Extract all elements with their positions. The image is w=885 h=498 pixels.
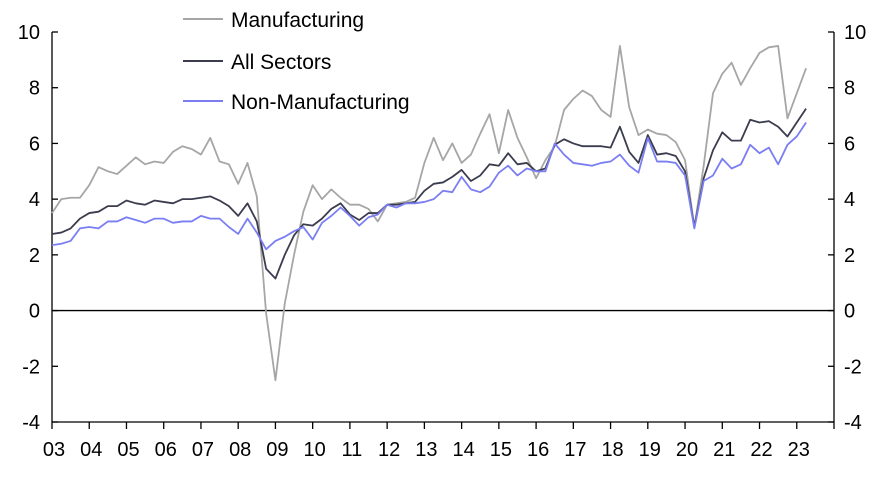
x-tick-label: 14 xyxy=(452,439,474,461)
y-tick-label-right: 4 xyxy=(844,189,855,211)
series-line-manufacturing xyxy=(51,45,807,382)
series-line-non-manufacturing xyxy=(51,122,807,251)
x-tick-label: 23 xyxy=(788,439,810,461)
x-tick-label: 15 xyxy=(490,439,512,461)
y-tick-label-right: 10 xyxy=(844,22,866,44)
y-tick-label-right: -2 xyxy=(844,356,862,378)
legend-label-all-sectors: All Sectors xyxy=(231,51,331,74)
x-tick-label: 03 xyxy=(43,439,65,461)
x-tick-label: 12 xyxy=(378,439,400,461)
x-tick-label: 06 xyxy=(155,439,177,461)
series-line-all-sectors xyxy=(51,108,807,280)
y-tick-label-right: -4 xyxy=(844,412,862,434)
y-tick-label-right: 0 xyxy=(844,301,855,323)
x-tick-label: 05 xyxy=(117,439,139,461)
legend: Manufacturing All Sectors Non-Manufactur… xyxy=(183,9,410,114)
y-tick-label-left: 4 xyxy=(29,189,40,211)
x-tick-label: 22 xyxy=(750,439,772,461)
x-tick-label: 20 xyxy=(676,439,698,461)
legend-label-manufacturing: Manufacturing xyxy=(231,9,364,32)
y-tick-label-left: 8 xyxy=(29,78,40,100)
y-tick-label-right: 2 xyxy=(844,245,855,267)
x-tick-label: 11 xyxy=(342,439,363,461)
y-tick-label-left: 10 xyxy=(18,22,40,44)
y-tick-label-left: 2 xyxy=(29,245,40,267)
x-tick-label: 13 xyxy=(415,439,437,461)
x-tick-label: 08 xyxy=(229,439,251,461)
x-tick-label: 16 xyxy=(527,439,549,461)
y-tick-label-left: 0 xyxy=(29,301,40,323)
x-tick-label: 04 xyxy=(80,439,102,461)
y-tick-label-right: 6 xyxy=(844,133,855,155)
x-tick-label: 09 xyxy=(266,439,288,461)
series-group xyxy=(51,45,807,382)
y-tick-label-right: 8 xyxy=(844,78,855,100)
x-tick-label: 10 xyxy=(304,439,326,461)
x-tick-label: 07 xyxy=(192,439,214,461)
x-tick-label: 21 xyxy=(713,439,735,461)
legend-label-non-manufacturing: Non-Manufacturing xyxy=(231,91,410,114)
y-tick-label-left: -2 xyxy=(22,356,40,378)
x-tick-label: 18 xyxy=(601,439,623,461)
y-tick-label-left: -4 xyxy=(22,412,40,434)
x-tick-label: 19 xyxy=(639,439,661,461)
y-tick-label-left: 6 xyxy=(29,133,40,155)
x-tick-label: 17 xyxy=(564,439,586,461)
